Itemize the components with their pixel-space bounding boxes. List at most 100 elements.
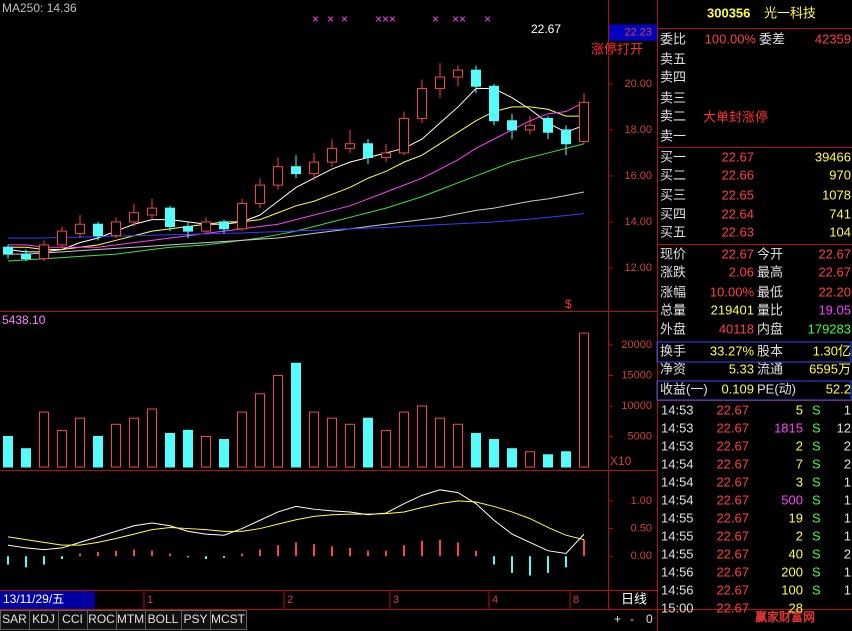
tab-label[interactable]: KDJ [32, 612, 55, 626]
panel-text: 22.67 [716, 546, 749, 561]
signal-mark: × [327, 12, 334, 26]
watermark: 赢家财富网 [755, 609, 815, 624]
panel-text: 总量 [660, 302, 686, 317]
panel-text: S [812, 420, 821, 435]
price-annotation: 22.67 [531, 22, 561, 36]
panel-text: 1 [844, 402, 851, 417]
candle-body [273, 166, 283, 186]
control-button[interactable]: 0 [646, 612, 653, 626]
panel-text: 1 [844, 564, 851, 579]
panel-text: 19.05 [818, 302, 851, 317]
tab-label[interactable]: MTM [117, 612, 144, 626]
candle-body [129, 212, 139, 223]
volume-unit: X10 [610, 454, 632, 468]
y-tick-label: 12.00 [624, 262, 652, 274]
panel-text: 涨幅 [660, 284, 686, 299]
tab-label[interactable]: MCST [211, 612, 246, 626]
ask-note: 大单封涨停 [703, 109, 768, 124]
candle-body [363, 143, 373, 159]
price-tag-box [609, 24, 657, 41]
panel-text: S [812, 528, 821, 543]
tab-label[interactable]: CCI [62, 612, 83, 626]
candle-body [561, 129, 571, 145]
panel-text: 1 [844, 528, 851, 543]
panel-text: 104 [829, 224, 851, 239]
panel-text: S [812, 510, 821, 525]
panel-text: 970 [829, 167, 851, 182]
panel-text: 22.63 [721, 224, 754, 239]
tab-label[interactable]: BOLL [148, 612, 179, 626]
x-tick-label: 3 [393, 594, 399, 606]
event-marker: $ [565, 297, 572, 311]
panel-text: 1078 [822, 187, 851, 202]
candle-body [471, 69, 481, 87]
panel-text: 14:55 [661, 528, 694, 543]
candle-body [111, 221, 121, 237]
panel-text: 500 [781, 492, 803, 507]
panel-text: 卖一 [660, 128, 686, 143]
panel-text: 14:53 [661, 420, 694, 435]
candle-body [543, 117, 553, 133]
panel-text: 741 [829, 206, 851, 221]
control-button[interactable]: + [614, 612, 621, 626]
panel-text: 22.67 [716, 474, 749, 489]
panel-text: 22.67 [716, 402, 749, 417]
tab[interactable] [210, 610, 247, 630]
panel-text: S [812, 438, 821, 453]
volume-label: 5438.10 [2, 313, 46, 327]
candle-body [39, 244, 49, 260]
date-box [0, 591, 95, 609]
control-button[interactable]: - [630, 612, 634, 626]
panel-text: 卖三 [660, 90, 686, 105]
panel-text: S [812, 564, 821, 579]
panel-text: 14:53 [661, 438, 694, 453]
panel-text: 22.67 [818, 264, 851, 279]
candle-body [507, 120, 517, 131]
panel-text: 量比 [757, 302, 783, 317]
tab-label[interactable]: SAR [2, 612, 27, 626]
panel-text: 买三 [660, 187, 686, 202]
tab-label[interactable]: PSY [183, 612, 207, 626]
panel-text: 14:56 [661, 582, 694, 597]
panel-text: 200 [781, 564, 803, 579]
panel-text: 最高 [757, 264, 783, 279]
volume-bar [471, 432, 481, 468]
volume-bar [237, 411, 247, 468]
candle-body [327, 147, 337, 163]
period-label[interactable]: 日线 [621, 591, 647, 606]
panel-text: 股本 [757, 343, 783, 358]
volume-bar [561, 451, 571, 468]
candle-body [183, 226, 193, 232]
x-tick-label: 2 [287, 594, 293, 606]
candle-body [345, 143, 355, 149]
dea-line [7, 500, 585, 546]
volume-bar [435, 417, 445, 468]
panel-text: 6595万 [809, 361, 851, 376]
panel-text: 22.66 [721, 167, 754, 182]
ma-line [8, 106, 584, 251]
candle-body [21, 253, 31, 260]
panel-text: S [812, 582, 821, 597]
candle-body [93, 223, 103, 237]
volume-bar [543, 454, 553, 468]
panel-text: 22.67 [721, 246, 754, 261]
ma-line [8, 101, 585, 248]
volume-bar [417, 405, 427, 468]
volume-bar [183, 429, 193, 468]
y-tick-label: 0.50 [631, 522, 652, 534]
panel-text: 14:55 [661, 510, 694, 525]
y-tick-label: 18.00 [624, 124, 652, 136]
candle-body [417, 88, 427, 119]
panel-text: 3 [796, 474, 803, 489]
panel-text: 委差 [759, 31, 785, 46]
panel-text: 1.30亿 [813, 343, 851, 358]
signal-mark: ××× [375, 12, 396, 26]
volume-bar [345, 423, 355, 468]
panel-text: 1 [844, 474, 851, 489]
tab-label[interactable]: ROC [88, 612, 115, 626]
panel-text: 52.2 [826, 381, 851, 396]
date-label: 13/11/29/五 [3, 592, 64, 606]
panel-text: 净资 [660, 361, 686, 376]
volume-bar [165, 432, 175, 468]
